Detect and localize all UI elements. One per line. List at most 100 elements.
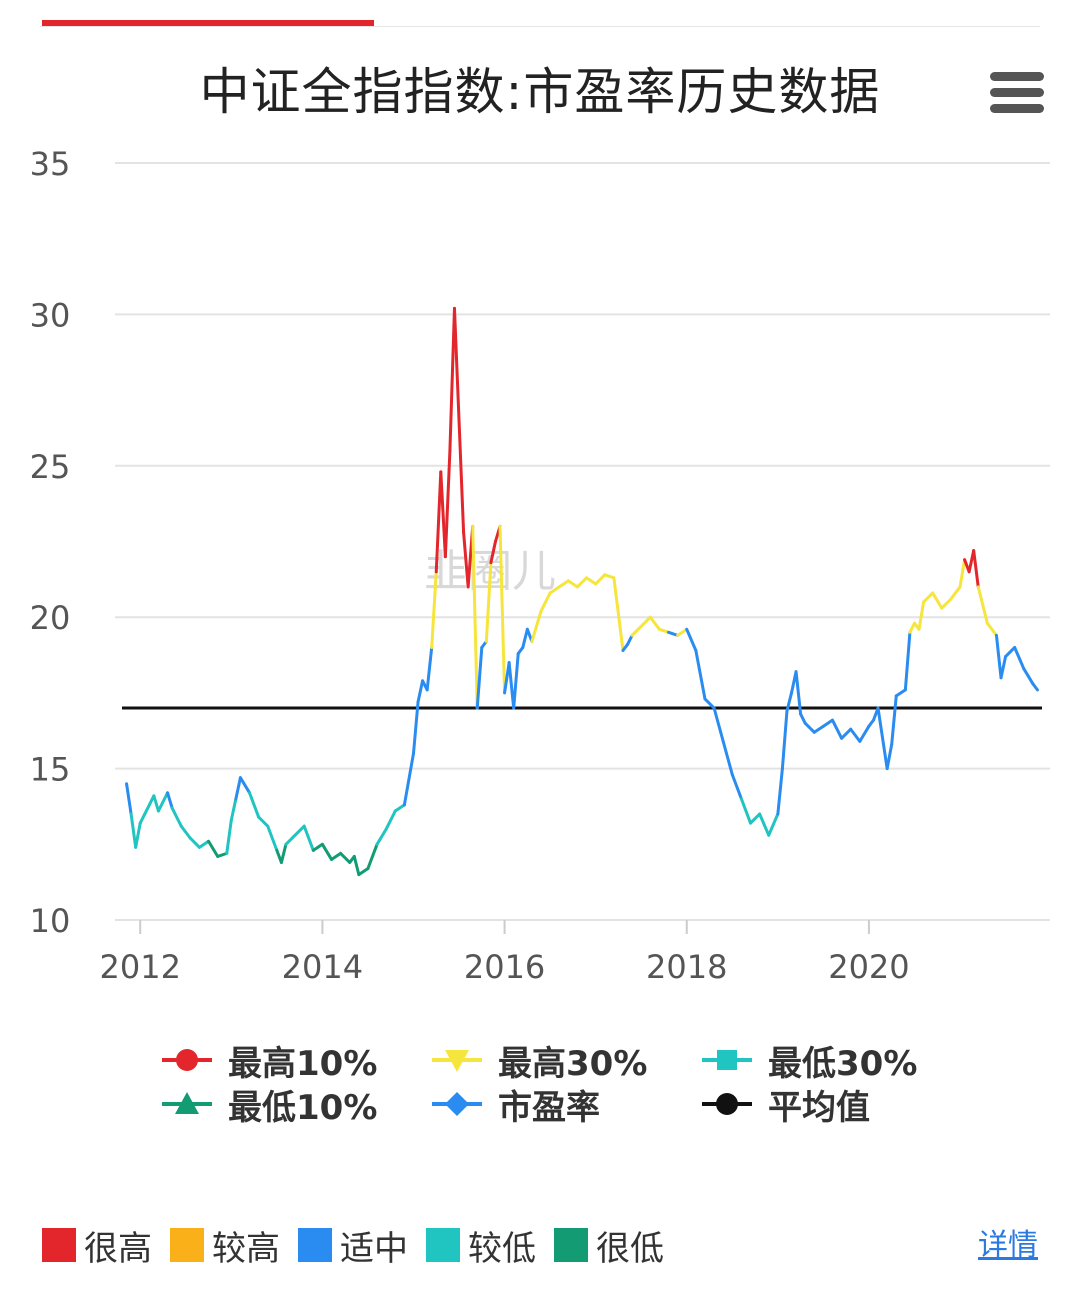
pe-series-segment [302, 824, 315, 852]
pe-series-segment [908, 621, 916, 634]
pe-series-segment [489, 540, 497, 565]
pe-series-segment [216, 851, 229, 858]
pe-series-segment [785, 691, 794, 713]
pe-series-segment [730, 773, 743, 801]
pe-series-segment [284, 833, 297, 846]
pe-series-segment [179, 824, 192, 840]
pe-series-segment [471, 524, 479, 710]
pe-series-segment [188, 836, 201, 849]
band-swatch [426, 1228, 460, 1262]
details-link[interactable]: 详情 [978, 1228, 1038, 1263]
legend-item-top30[interactable]: 最高30% [430, 1038, 648, 1084]
legend-label: 平均值 [768, 1087, 870, 1128]
y-tick-label: 10 [30, 902, 71, 940]
pe-series-segment [603, 573, 616, 580]
legend-label: 最高30% [498, 1043, 648, 1084]
pe-series-segment [1013, 645, 1026, 671]
pe-series-segment [197, 839, 211, 849]
pe-series-segment [767, 812, 780, 837]
legend-item-bottom30[interactable]: 最低30% [700, 1038, 917, 1084]
band-item-low: 较低 [426, 1221, 536, 1270]
pe-series-segment [840, 727, 853, 740]
pe-series-segment [566, 579, 579, 589]
pe-series-segment [357, 867, 370, 877]
pe-series-segment [626, 633, 634, 646]
menu-icon-bar [990, 104, 1044, 113]
pe-series-segment [484, 561, 493, 643]
pe-series-segment [685, 627, 698, 653]
pe-series-segment [375, 827, 388, 846]
pe-series-segment [676, 627, 689, 637]
pe-series-segment [794, 670, 803, 716]
pe-series-segment [940, 597, 953, 610]
x-tick-label: 2012 [99, 948, 180, 986]
y-axis-ticks: 10 15 20 25 30 35 [30, 145, 71, 940]
pe-series-segment [630, 624, 643, 637]
band-label: 很低 [596, 1228, 664, 1269]
pe-series-segment [994, 633, 1003, 680]
y-tick-label: 30 [30, 296, 71, 334]
pe-series-segment [922, 591, 935, 604]
pe-series-segment [411, 700, 420, 755]
header-divider [40, 26, 1040, 27]
pe-series-segment [703, 697, 716, 710]
pe-series-segment [125, 782, 133, 816]
pe-series-segment [612, 576, 625, 653]
legend-item-bottom10[interactable]: 最低10% [160, 1082, 378, 1128]
header-accent-bar [42, 20, 374, 26]
pe-series-segment [320, 842, 334, 861]
triangle-down-marker-icon [432, 1050, 482, 1072]
menu-icon[interactable] [990, 72, 1044, 114]
band-item-very-low: 很低 [554, 1221, 664, 1270]
pe-series-segment [780, 709, 789, 771]
pe-series-segment [557, 579, 570, 589]
pe-series-segment [976, 585, 989, 625]
pe-series-segment [134, 821, 142, 849]
pe-series-segment [890, 694, 898, 746]
diamond-marker-icon [432, 1092, 482, 1116]
pe-series-segment [1022, 667, 1035, 686]
pe-series-segment [585, 576, 598, 586]
pe-series-segment [311, 842, 324, 852]
pe-series-segment [457, 418, 466, 534]
legend-label: 市盈率 [498, 1087, 600, 1128]
band-item-mid: 适中 [298, 1221, 408, 1270]
circle-marker-icon [162, 1049, 212, 1071]
legend-item-mean[interactable]: 平均值 [700, 1082, 870, 1128]
pe-series-segment [575, 576, 589, 589]
menu-icon-bar [990, 72, 1044, 81]
pe-series-segment [812, 724, 825, 734]
pe-series-segment [858, 724, 871, 743]
pe-series-segment [129, 812, 138, 849]
pe-series-segment [803, 721, 816, 734]
pe-series-segment [238, 776, 252, 795]
y-tick-label: 25 [30, 448, 71, 486]
legend-item-pe[interactable]: 市盈率 [430, 1082, 600, 1128]
pe-series-segment [594, 573, 607, 586]
chart-title: 中证全指指数:市盈率历史数据 [199, 63, 881, 121]
pe-series-segment [384, 809, 397, 831]
pe-series-segment [352, 854, 361, 877]
menu-icon-bar [990, 88, 1044, 97]
pe-series-segment [416, 679, 425, 704]
band-label: 较低 [468, 1228, 536, 1269]
valuation-band-legend: 很高 较高 适中 较低 很低 [42, 1221, 682, 1270]
pe-series-segment [903, 630, 912, 692]
legend-label: 最低10% [228, 1087, 378, 1128]
pe-series-segment [749, 812, 762, 825]
pe-series-segment [234, 776, 242, 801]
circle-marker-icon [702, 1093, 752, 1115]
pe-series-segment [166, 791, 174, 810]
y-tick-label: 20 [30, 599, 71, 637]
pe-series-segment [393, 803, 406, 813]
pe-series-segment [539, 591, 552, 613]
pe-series-segment [170, 806, 183, 828]
pe-series-segment [156, 791, 170, 813]
x-axis: 2012 2014 2016 2018 2020 [99, 920, 910, 986]
pe-series-segment [366, 842, 379, 871]
legend-item-top10[interactable]: 最高10% [160, 1038, 377, 1084]
x-tick-label: 2014 [282, 948, 363, 986]
pe-series-segment [430, 570, 438, 649]
pe-series-segment [876, 706, 889, 771]
